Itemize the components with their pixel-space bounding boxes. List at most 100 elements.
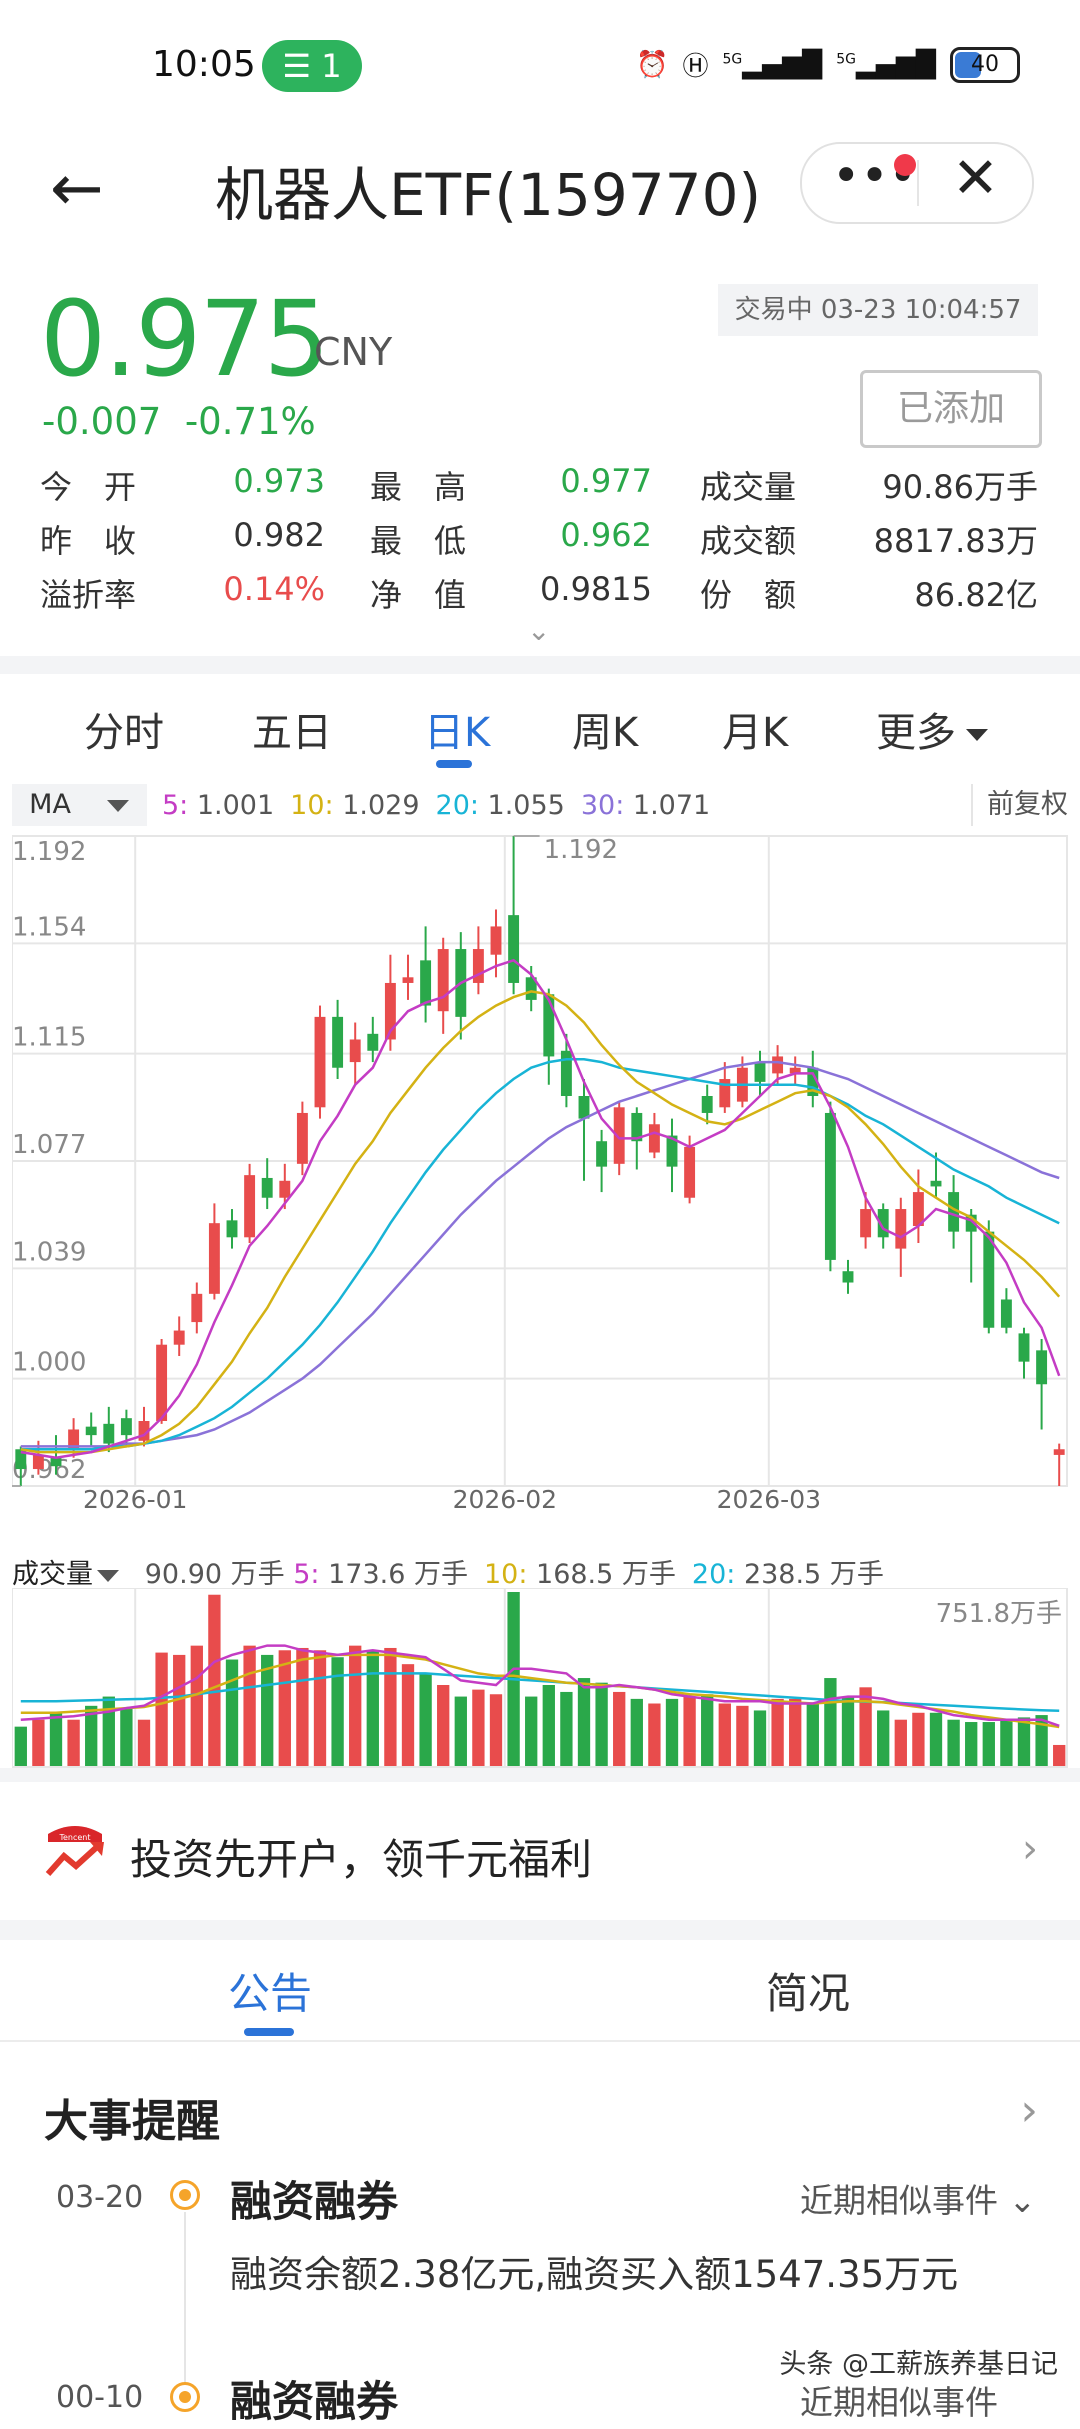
tab-fenshi[interactable]: 分时 xyxy=(84,710,164,756)
volume-bar-up xyxy=(613,1691,626,1766)
ma-value: 173.6 万手 xyxy=(319,1559,468,1590)
ma-key: 20: xyxy=(691,1559,736,1590)
stat-value: 90.86万手 xyxy=(882,468,1038,506)
volume-bar-down xyxy=(877,1710,890,1766)
change-percent: -0.71% xyxy=(184,400,316,443)
x-axis-label: 2026-01 xyxy=(83,1485,187,1510)
tencent-logo-icon: Tencent xyxy=(45,1826,104,1876)
candle-down xyxy=(85,1426,97,1436)
ma-value: 1.055 xyxy=(478,790,565,821)
ma-key: 20: xyxy=(435,790,479,821)
x-axis-label: 2026-02 xyxy=(453,1485,557,1510)
event-title[interactable]: 融资融券 xyxy=(230,2377,399,2426)
price-change: -0.007 -0.71% xyxy=(42,400,316,443)
tab-announcements[interactable]: 公告 xyxy=(228,1969,313,2018)
volume-bar-up xyxy=(296,1647,309,1766)
added-watchlist-button[interactable]: 已添加 xyxy=(860,370,1042,448)
volume-bar-up xyxy=(789,1698,802,1766)
volume-chart[interactable]: 751.8万手 xyxy=(12,1588,1068,1768)
tab-wuri[interactable]: 五日 xyxy=(252,710,332,756)
similar-events-toggle[interactable]: 近期相似事件 ⌄ xyxy=(800,2181,1037,2220)
volume-bar-down xyxy=(49,1712,63,1766)
events-title: 大事提醒 xyxy=(44,2096,220,2147)
ma-value: 1.001 xyxy=(188,790,275,821)
candle-up xyxy=(156,1344,168,1421)
open-account-banner[interactable]: Tencent 投资先开户，领千元福利 › xyxy=(0,1780,1080,1920)
candle-down xyxy=(226,1220,238,1238)
y-tick-label: 1.154 xyxy=(12,912,86,942)
volume-bar-up xyxy=(67,1719,80,1766)
alarm-icon: ⏰ xyxy=(636,49,669,80)
candle-down xyxy=(877,1209,889,1238)
volume-bar-up xyxy=(912,1712,925,1766)
volume-frame xyxy=(12,1588,1068,1768)
tab-more[interactable]: 更多 xyxy=(876,700,988,758)
stat-value: 86.82亿 xyxy=(914,576,1038,614)
tab-monthly-k[interactable]: 月K xyxy=(722,710,789,756)
candle-down xyxy=(948,1192,960,1232)
candle-down xyxy=(701,1096,713,1113)
volume-bar-down xyxy=(85,1705,98,1766)
candle-down xyxy=(15,1449,27,1470)
candle-down xyxy=(824,1112,836,1260)
chevron-right-icon[interactable]: › xyxy=(1020,2085,1038,2136)
volume-bar-up xyxy=(173,1654,186,1766)
candle-down xyxy=(120,1418,132,1436)
tab-weekly-k[interactable]: 周K xyxy=(572,710,639,756)
volume-bar-up xyxy=(401,1664,415,1766)
candlestick-chart[interactable]: 1.1921.1541.1151.0771.0391.0000.9622026-… xyxy=(12,830,1068,1510)
signal-5g-icon: 5G▂▄▆█ xyxy=(836,49,936,80)
ma-key: 10: xyxy=(483,1559,528,1590)
chevron-right-icon: › xyxy=(1022,1826,1038,1872)
candle-up xyxy=(68,1429,80,1450)
ma-value: 168.5 万手 xyxy=(527,1559,676,1590)
section-divider xyxy=(0,656,1080,674)
close-icon[interactable]: ✕ xyxy=(952,146,999,211)
volume-ma5-line xyxy=(20,1644,1060,1727)
notification-dot xyxy=(894,154,916,176)
candle-down xyxy=(1000,1299,1012,1328)
volume-bar-up xyxy=(894,1719,907,1766)
candle-down xyxy=(1018,1333,1030,1362)
stat-label: 份 额 xyxy=(700,576,797,614)
volume-bar-up xyxy=(384,1647,397,1766)
tab-daily-k[interactable]: 日K xyxy=(424,710,491,756)
back-arrow-icon[interactable]: ← xyxy=(50,152,104,226)
candle-down xyxy=(543,994,555,1057)
volume-bar-down xyxy=(595,1682,608,1766)
candle-down xyxy=(631,1112,643,1142)
wifi-count: 1 xyxy=(321,47,342,85)
volume-bar-up xyxy=(208,1594,221,1766)
ma-key: 5: xyxy=(293,1559,320,1590)
candle-down xyxy=(807,1067,819,1096)
ma-value: 1.071 xyxy=(624,790,711,821)
event-title[interactable]: 融资融券 xyxy=(230,2177,399,2226)
volume-bar-down xyxy=(753,1710,767,1766)
indicator-select[interactable]: MA xyxy=(12,784,147,826)
watermark: 头条 @工薪族养基日记 xyxy=(779,2349,1058,2380)
stat-label: 溢折率 xyxy=(40,576,137,614)
volume-ma10-line xyxy=(20,1653,1060,1729)
volume-bar-up xyxy=(155,1652,168,1766)
page-title: 机器人ETF(159770) xyxy=(215,161,762,229)
ma-values: 5: 1.001 10: 1.029 20: 1.055 30: 1.071 xyxy=(162,790,726,821)
adjust-select[interactable]: 前复权 xyxy=(971,784,1068,826)
stat-value: 0.977 xyxy=(560,462,652,500)
volume-select[interactable]: 成交量 xyxy=(12,1559,119,1590)
candle-down xyxy=(560,1050,572,1096)
y-tick-label: 1.115 xyxy=(12,1023,86,1053)
dropdown-arrow-icon xyxy=(966,729,988,741)
status-time: 10:05 xyxy=(152,44,256,85)
volume-bar-down xyxy=(1017,1717,1031,1766)
stat-value: 8817.83万 xyxy=(873,522,1038,560)
tab-overview[interactable]: 简况 xyxy=(766,1969,851,2018)
stat-label: 最 高 xyxy=(370,468,467,506)
candle-up xyxy=(279,1180,291,1198)
volume-bar-up xyxy=(313,1650,327,1766)
candle-up xyxy=(191,1293,203,1323)
expand-chevron-icon[interactable]: ⌄ xyxy=(527,614,551,647)
volume-bar-up xyxy=(1053,1744,1066,1766)
volume-bar-down xyxy=(929,1712,943,1766)
candle-up xyxy=(349,1039,361,1063)
similar-events-toggle[interactable]: 近期相似事件 xyxy=(800,2383,998,2422)
